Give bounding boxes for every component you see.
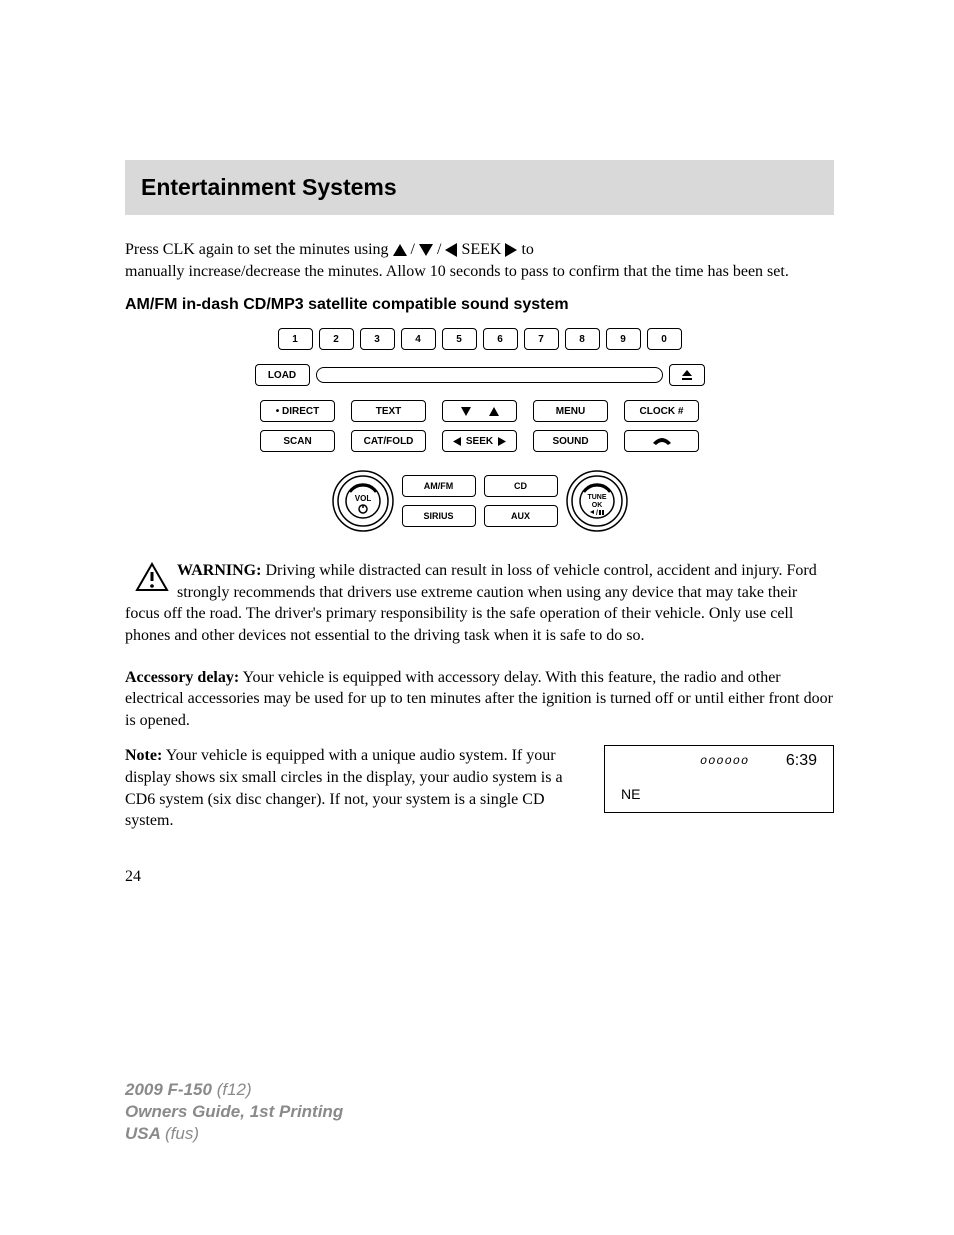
triangle-up-icon	[489, 407, 499, 416]
intro-paragraph: Press CLK again to set the minutes using…	[125, 239, 834, 282]
note-row: Note: Your vehicle is equipped with a un…	[125, 745, 834, 845]
triangle-down-icon	[419, 244, 433, 256]
triangle-left-icon	[453, 437, 461, 446]
control-row-1: • DIRECT TEXT MENU CLOCK #	[255, 400, 705, 422]
preset-9-button: 9	[606, 328, 641, 350]
footer-code2: (fus)	[165, 1124, 199, 1143]
svg-text:TUNE: TUNE	[587, 494, 606, 501]
preset-0-button: 0	[647, 328, 682, 350]
warning-block: WARNING: Driving while distracted can re…	[125, 560, 834, 646]
footer-line1: 2009 F-150 (f12)	[125, 1079, 343, 1101]
load-button: LOAD	[255, 364, 310, 386]
load-row: LOAD	[255, 364, 705, 386]
intro-text-b: /	[411, 241, 419, 258]
intro-text-d: SEEK	[461, 241, 505, 258]
knob-row: VOL AM/FM CD SIRIUS AUX TUNE OK	[255, 470, 705, 532]
eject-button	[669, 364, 705, 386]
number-row: 1 2 3 4 5 6 7 8 9 0	[255, 328, 705, 350]
eject-icon	[681, 369, 693, 381]
preset-1-button: 1	[278, 328, 313, 350]
warning-icon	[135, 562, 169, 592]
subheading: AM/FM in-dash CD/MP3 satellite compatibl…	[125, 296, 834, 314]
footer-line3: USA (fus)	[125, 1123, 343, 1145]
triangle-left-icon	[445, 243, 457, 257]
catfold-button: CAT/FOLD	[351, 430, 426, 452]
menu-button: MENU	[533, 400, 608, 422]
cd-button: CD	[484, 475, 558, 497]
intro-text-c: /	[437, 241, 445, 258]
cd-slot	[316, 367, 663, 383]
sirius-button: SIRIUS	[402, 505, 476, 527]
sound-button: SOUND	[533, 430, 608, 452]
preset-4-button: 4	[401, 328, 436, 350]
arrows-button	[442, 400, 517, 422]
phone-button	[624, 430, 699, 452]
footer-model: 2009 F-150	[125, 1080, 217, 1099]
lcd-display: oooooo 6:39 NE	[604, 745, 834, 813]
intro-text-a: Press CLK again to set the minutes using	[125, 241, 393, 258]
direct-button: • DIRECT	[260, 400, 335, 422]
clock-button: CLOCK #	[624, 400, 699, 422]
seek-label: SEEK	[466, 436, 493, 447]
footer-code1: (f12)	[217, 1080, 252, 1099]
warning-label: WARNING:	[177, 562, 261, 579]
text-button: TEXT	[351, 400, 426, 422]
preset-6-button: 6	[483, 328, 518, 350]
tune-knob: TUNE OK /	[566, 470, 628, 532]
preset-5-button: 5	[442, 328, 477, 350]
footer: 2009 F-150 (f12) Owners Guide, 1st Print…	[125, 1079, 343, 1145]
svg-text:OK: OK	[591, 502, 602, 509]
triangle-up-icon	[393, 244, 407, 256]
triangle-right-icon	[498, 437, 506, 446]
lcd-circles: oooooo	[700, 754, 749, 768]
triangle-down-icon	[461, 407, 471, 416]
scan-button: SCAN	[260, 430, 335, 452]
accessory-label: Accessory delay:	[125, 669, 239, 686]
note-label: Note:	[125, 747, 162, 764]
section-title: Entertainment Systems	[141, 174, 818, 201]
footer-line2: Owners Guide, 1st Printing	[125, 1101, 343, 1123]
phone-icon	[651, 435, 673, 447]
svg-text:/: /	[596, 510, 598, 517]
preset-7-button: 7	[524, 328, 559, 350]
volume-knob: VOL	[332, 470, 394, 532]
preset-2-button: 2	[319, 328, 354, 350]
triangle-right-icon	[505, 243, 517, 257]
vol-label: VOL	[354, 494, 371, 503]
lcd-direction: NE	[621, 786, 640, 802]
note-paragraph: Note: Your vehicle is equipped with a un…	[125, 745, 580, 831]
amfm-button: AM/FM	[402, 475, 476, 497]
mode-buttons: AM/FM CD SIRIUS AUX	[402, 475, 558, 527]
control-row-2: SCAN CAT/FOLD SEEK SOUND	[255, 430, 705, 452]
footer-country: USA	[125, 1124, 165, 1143]
section-header: Entertainment Systems	[125, 160, 834, 215]
aux-button: AUX	[484, 505, 558, 527]
intro-text-2: manually increase/decrease the minutes. …	[125, 263, 789, 280]
accessory-paragraph: Accessory delay: Your vehicle is equippe…	[125, 667, 834, 732]
preset-3-button: 3	[360, 328, 395, 350]
radio-diagram: 1 2 3 4 5 6 7 8 9 0 LOAD • DIRECT TEXT M…	[255, 328, 705, 532]
note-text: Your vehicle is equipped with a unique a…	[125, 747, 563, 829]
preset-8-button: 8	[565, 328, 600, 350]
page-number: 24	[125, 868, 834, 886]
seek-button: SEEK	[442, 430, 517, 452]
warning-paragraph: WARNING: Driving while distracted can re…	[125, 560, 834, 646]
lcd-time: 6:39	[786, 752, 817, 770]
intro-text-e: to	[521, 241, 533, 258]
